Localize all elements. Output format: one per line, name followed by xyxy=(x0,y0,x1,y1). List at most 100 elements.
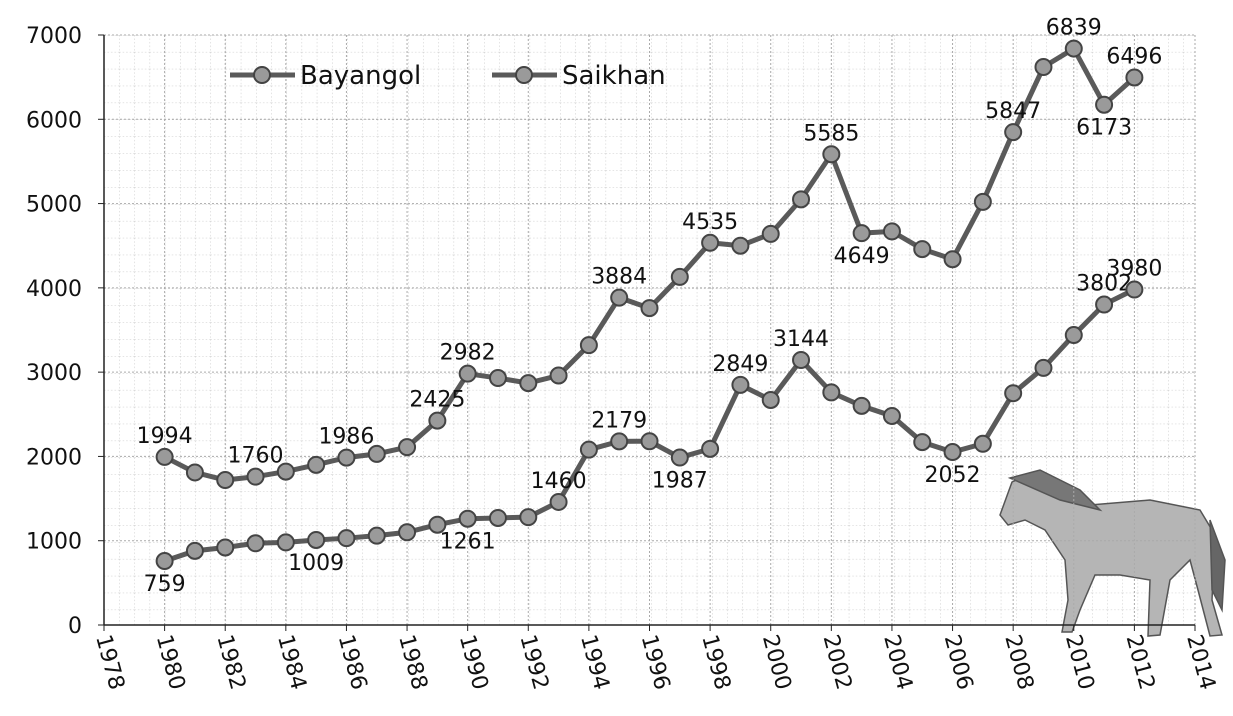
marker xyxy=(369,528,385,544)
y-tick-label: 5000 xyxy=(26,193,82,218)
marker xyxy=(884,408,900,424)
marker xyxy=(248,469,264,485)
data-label: 1987 xyxy=(652,469,708,494)
data-label: 4535 xyxy=(682,210,738,235)
marker xyxy=(187,464,203,480)
x-tick-label: 2012 xyxy=(1121,632,1160,693)
marker xyxy=(763,226,779,242)
marker xyxy=(399,439,415,455)
marker xyxy=(914,434,930,450)
marker xyxy=(793,352,809,368)
marker xyxy=(490,510,506,526)
marker xyxy=(187,543,203,559)
marker xyxy=(369,446,385,462)
data-label: 1760 xyxy=(228,444,284,469)
marker xyxy=(975,194,991,210)
x-tick-label: 1998 xyxy=(696,632,735,693)
marker xyxy=(611,433,627,449)
x-tick-label: 2014 xyxy=(1181,632,1220,693)
marker xyxy=(308,457,324,473)
marker xyxy=(338,450,354,466)
y-tick-label: 2000 xyxy=(26,445,82,470)
marker xyxy=(1096,297,1112,313)
legend-label: Saikhan xyxy=(562,61,666,91)
x-tick-label: 1992 xyxy=(514,632,553,693)
x-tick-label: 1984 xyxy=(272,632,311,693)
marker xyxy=(248,535,264,551)
x-tick-label: 2010 xyxy=(1060,632,1099,693)
marker xyxy=(1035,360,1051,376)
data-label: 4649 xyxy=(834,244,890,269)
data-label: 2179 xyxy=(591,408,647,433)
marker xyxy=(1096,97,1112,113)
data-label: 759 xyxy=(144,572,186,597)
marker xyxy=(308,532,324,548)
marker xyxy=(975,436,991,452)
marker xyxy=(732,238,748,254)
marker xyxy=(702,441,718,457)
chart: 0100020003000400050006000700019781980198… xyxy=(0,0,1233,716)
data-label: 1009 xyxy=(288,551,344,576)
marker xyxy=(1005,385,1021,401)
y-tick-label: 6000 xyxy=(26,108,82,133)
marker xyxy=(672,450,688,466)
marker xyxy=(945,444,961,460)
marker xyxy=(551,494,567,510)
marker xyxy=(642,300,658,316)
marker xyxy=(490,370,506,386)
marker xyxy=(823,146,839,162)
marker xyxy=(854,225,870,241)
marker xyxy=(217,539,233,555)
x-tick-label: 2004 xyxy=(878,632,917,693)
data-label: 5585 xyxy=(803,121,859,146)
x-tick-label: 1986 xyxy=(333,632,372,693)
x-tick-label: 1990 xyxy=(454,632,493,693)
marker xyxy=(823,384,839,400)
marker xyxy=(793,191,809,207)
marker xyxy=(581,442,597,458)
marker xyxy=(702,235,718,251)
data-label: 2849 xyxy=(712,352,768,377)
marker xyxy=(945,251,961,267)
marker xyxy=(1066,327,1082,343)
x-tick-label: 2006 xyxy=(939,632,978,693)
marker xyxy=(460,366,476,382)
marker xyxy=(217,472,233,488)
x-tick-label: 1980 xyxy=(151,632,190,693)
x-tick-label: 1994 xyxy=(575,632,614,693)
data-label: 6839 xyxy=(1046,16,1102,41)
data-label: 3884 xyxy=(591,265,647,290)
marker xyxy=(884,223,900,239)
marker xyxy=(854,398,870,414)
marker xyxy=(399,524,415,540)
data-label: 6496 xyxy=(1106,44,1162,69)
data-label: 1261 xyxy=(440,530,496,555)
marker xyxy=(672,269,688,285)
x-tick-label: 1978 xyxy=(90,632,129,693)
x-tick-label: 1988 xyxy=(393,632,432,693)
data-label: 1460 xyxy=(531,469,587,494)
y-tick-label: 1000 xyxy=(26,530,82,555)
marker xyxy=(429,413,445,429)
marker xyxy=(278,534,294,550)
y-tick-label: 7000 xyxy=(26,24,82,49)
marker xyxy=(732,377,748,393)
marker xyxy=(1066,41,1082,57)
marker xyxy=(520,509,536,525)
marker xyxy=(278,464,294,480)
marker xyxy=(611,290,627,306)
data-label: 2425 xyxy=(409,388,465,413)
data-label: 1994 xyxy=(137,424,193,449)
marker xyxy=(1126,69,1142,85)
x-tick-label: 2000 xyxy=(757,632,796,693)
legend-marker xyxy=(516,67,532,83)
marker xyxy=(1035,59,1051,75)
legend-marker xyxy=(254,67,270,83)
marker xyxy=(642,433,658,449)
x-tick-label: 2002 xyxy=(818,632,857,693)
x-tick-label: 1982 xyxy=(211,632,250,693)
marker xyxy=(338,530,354,546)
y-tick-label: 4000 xyxy=(26,277,82,302)
y-tick-label: 3000 xyxy=(26,361,82,386)
marker xyxy=(1126,282,1142,298)
